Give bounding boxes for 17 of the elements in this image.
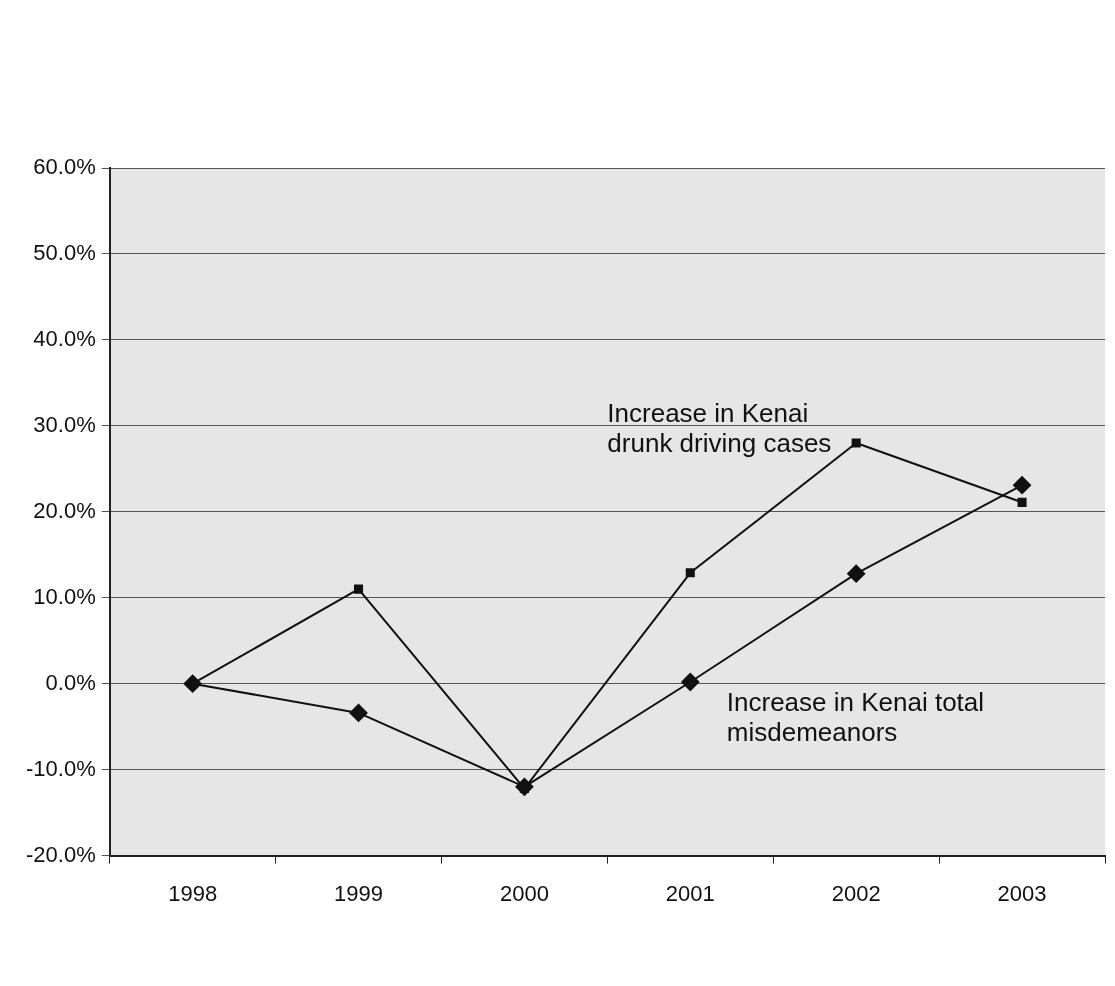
x-tick-label: 2002 xyxy=(831,880,881,906)
y-tick-label: -20.0% xyxy=(25,841,96,867)
y-tick-label: 60.0% xyxy=(33,154,96,180)
y-tick-label: 10.0% xyxy=(33,583,96,609)
series-label: Increase in Kenai drunk driving cases xyxy=(607,397,832,458)
x-tick-label: 2000 xyxy=(499,880,549,906)
y-tick-label: -10.0% xyxy=(25,755,96,781)
x-tick-label: 2001 xyxy=(665,880,715,906)
y-tick-label: 20.0% xyxy=(33,497,96,523)
y-tick-label: 0.0% xyxy=(45,669,96,695)
series-label: Increase in Kenai total misdemeanors xyxy=(726,686,985,747)
y-tick-label: 50.0% xyxy=(33,240,96,266)
y-tick-label: 40.0% xyxy=(33,325,96,351)
x-tick-label: 1998 xyxy=(168,880,218,906)
y-tick-label: 30.0% xyxy=(33,411,96,437)
x-tick-label: 1999 xyxy=(334,880,384,906)
x-tick-label: 2003 xyxy=(997,880,1047,906)
